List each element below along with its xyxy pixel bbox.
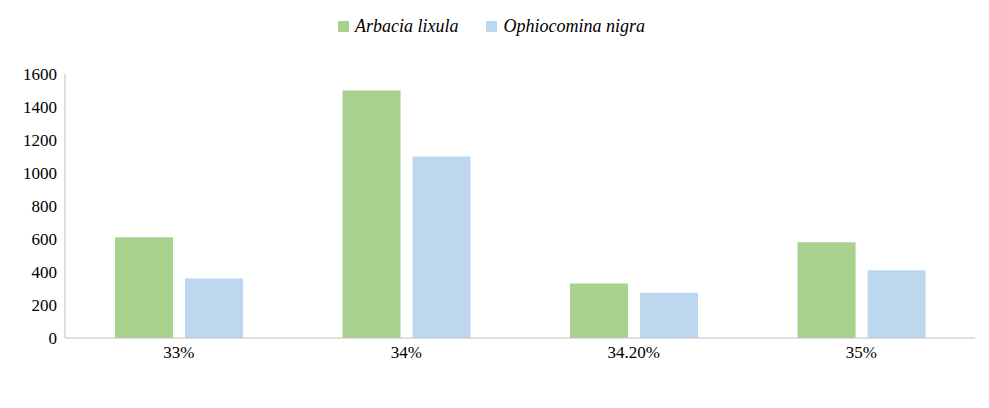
svg-text:200: 200	[32, 296, 58, 315]
svg-text:1400: 1400	[23, 98, 57, 117]
html-text:Arbacia lixula: Arbacia lixula	[355, 16, 459, 36]
svg-text:800: 800	[32, 197, 58, 216]
svg-text:1200: 1200	[23, 131, 57, 150]
svg-text:35%: 35%	[846, 343, 877, 362]
svg-text:1600: 1600	[23, 65, 57, 84]
svg-text:33%: 33%	[163, 343, 194, 362]
svg-text:600: 600	[32, 230, 58, 249]
svg-text:400: 400	[32, 263, 58, 282]
svg-text:0: 0	[49, 329, 58, 348]
svg-text:34.20%: 34.20%	[608, 343, 660, 362]
svg-text:34%: 34%	[391, 343, 422, 362]
html-text:Ophiocomina nigra: Ophiocomina nigra	[503, 16, 645, 36]
svg-text:1000: 1000	[23, 164, 57, 183]
